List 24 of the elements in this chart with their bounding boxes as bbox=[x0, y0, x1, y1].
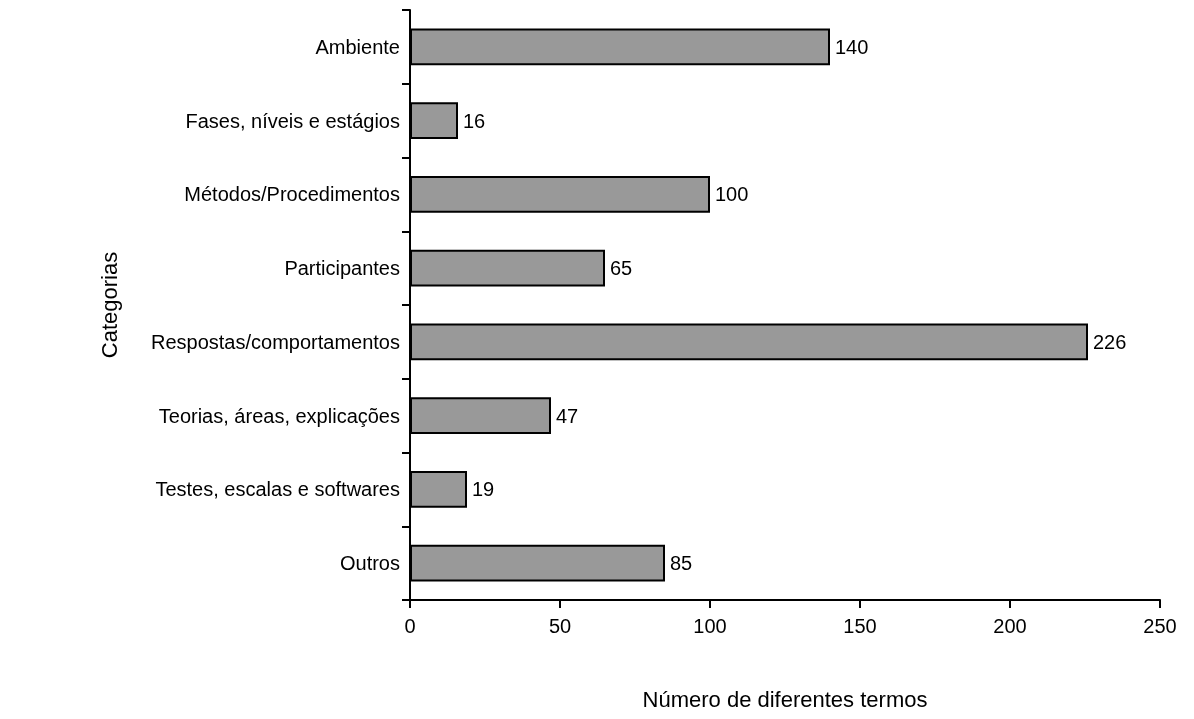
data-label: 100 bbox=[715, 183, 749, 206]
data-label: 85 bbox=[670, 552, 693, 575]
y-tick-label: Testes, escalas e softwares bbox=[155, 478, 400, 501]
data-label: 16 bbox=[463, 109, 486, 132]
x-tick-label: 200 bbox=[993, 615, 1027, 637]
data-label: 47 bbox=[556, 404, 579, 427]
x-tick-label: 250 bbox=[1143, 615, 1177, 637]
data-label: 19 bbox=[472, 478, 495, 501]
y-tick-label: Outros bbox=[339, 552, 400, 575]
x-tick-label: 100 bbox=[693, 615, 727, 637]
data-label: 140 bbox=[835, 35, 869, 58]
x-tick-label: 50 bbox=[548, 615, 572, 637]
y-tick-label: Teorias, áreas, explicações bbox=[158, 404, 400, 427]
y-tick-label: Participantes bbox=[284, 257, 400, 280]
y-tick-label: Fases, níveis e estágios bbox=[185, 109, 400, 132]
data-label: 226 bbox=[1093, 330, 1127, 353]
y-axis-title: Categorias bbox=[96, 251, 122, 359]
y-tick-label: Ambiente bbox=[315, 35, 400, 58]
x-tick-label: 150 bbox=[843, 615, 877, 637]
x-axis-title: Número de diferentes termos bbox=[642, 686, 928, 712]
y-tick-label: Respostas/comportamentos bbox=[150, 330, 400, 353]
y-tick-label: Métodos/Procedimentos bbox=[184, 183, 400, 206]
data-label: 65 bbox=[610, 257, 633, 280]
x-tick-label: 0 bbox=[404, 615, 416, 637]
